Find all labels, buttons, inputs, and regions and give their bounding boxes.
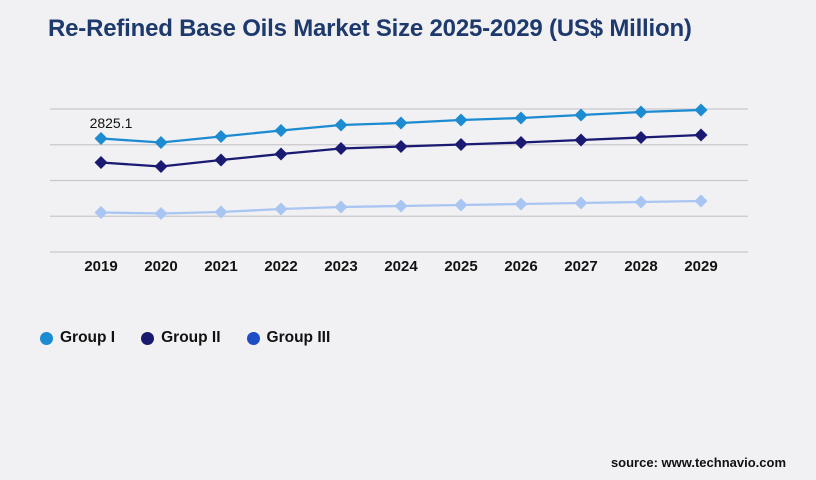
source-attribution: source: www.technavio.com [610, 455, 786, 470]
chart-marker-group-iii-2022 [274, 202, 288, 216]
chart-marker-group-i-2019 [94, 132, 108, 145]
chart-marker-group-iii-2025 [454, 198, 468, 212]
chart-marker-group-ii-2026 [514, 136, 528, 149]
chart-marker-group-ii-2029 [694, 128, 708, 142]
chart-title: Re-Refined Base Oils Market Size 2025-20… [48, 15, 692, 42]
chart-marker-group-iii-2024 [394, 199, 408, 213]
x-axis-label-2028: 2028 [624, 258, 657, 275]
chart-marker-group-i-2021 [214, 130, 228, 143]
chart-marker-group-iii-2021 [214, 205, 228, 219]
chart-marker-group-ii-2028 [634, 131, 648, 144]
chart-marker-group-ii-2019 [94, 156, 108, 169]
legend-item-group-ii: Group II [141, 329, 221, 347]
chart-marker-group-i-2022 [274, 124, 288, 137]
chart-marker-group-iii-2026 [514, 197, 528, 211]
x-axis-label-2029: 2029 [684, 258, 717, 275]
chart-marker-group-ii-2022 [274, 147, 288, 161]
legend-swatch-group-iii [246, 331, 260, 345]
chart-marker-group-iii-2029 [694, 194, 708, 208]
chart-marker-group-i-2023 [334, 118, 348, 132]
chart-marker-group-i-2028 [634, 105, 648, 119]
chart-marker-group-iii-2027 [574, 196, 588, 210]
chart-marker-group-i-2027 [574, 108, 588, 122]
legend-item-group-iii: Group III [246, 329, 331, 347]
chart-marker-group-ii-2027 [574, 133, 588, 147]
legend-swatch-group-i [40, 331, 53, 345]
chart-marker-group-iii-2023 [334, 200, 348, 214]
chart-marker-group-ii-2020 [154, 160, 168, 173]
chart-marker-group-i-2026 [514, 111, 528, 125]
x-axis-label-2019: 2019 [84, 258, 117, 275]
x-axis-label-2025: 2025 [444, 258, 477, 275]
x-axis-label-2022: 2022 [264, 258, 297, 275]
chart-marker-group-ii-2025 [454, 138, 468, 151]
chart-legend: Group I Group II Group III [40, 329, 356, 347]
chart-marker-group-i-2025 [454, 113, 468, 127]
chart-marker-group-i-2029 [694, 103, 708, 117]
x-axis-label-2021: 2021 [204, 258, 237, 275]
chart-marker-group-i-2024 [394, 116, 408, 130]
legend-label-group-i: Group I [60, 329, 116, 346]
x-axis-label-2027: 2027 [564, 258, 597, 275]
chart-marker-group-ii-2023 [334, 142, 348, 155]
x-axis-label-2023: 2023 [324, 258, 357, 275]
x-axis-label-2026: 2026 [504, 258, 537, 275]
x-axis-label-2024: 2024 [384, 258, 418, 275]
legend-item-group-i: Group I [40, 329, 115, 347]
chart-marker-group-iii-2028 [634, 195, 648, 209]
legend-label-group-ii: Group II [161, 329, 221, 346]
chart-marker-group-iii-2019 [94, 206, 108, 219]
x-axis-label-2020: 2020 [144, 258, 177, 275]
legend-label-group-iii: Group III [266, 329, 331, 346]
chart-marker-group-i-2020 [154, 136, 168, 149]
chart-marker-group-iii-2020 [154, 207, 168, 220]
data-label-group-i-2019: 2825.1 [90, 115, 133, 131]
legend-swatch-group-ii [141, 331, 155, 345]
chart-marker-group-ii-2021 [214, 153, 228, 167]
chart-marker-group-ii-2024 [394, 140, 408, 153]
